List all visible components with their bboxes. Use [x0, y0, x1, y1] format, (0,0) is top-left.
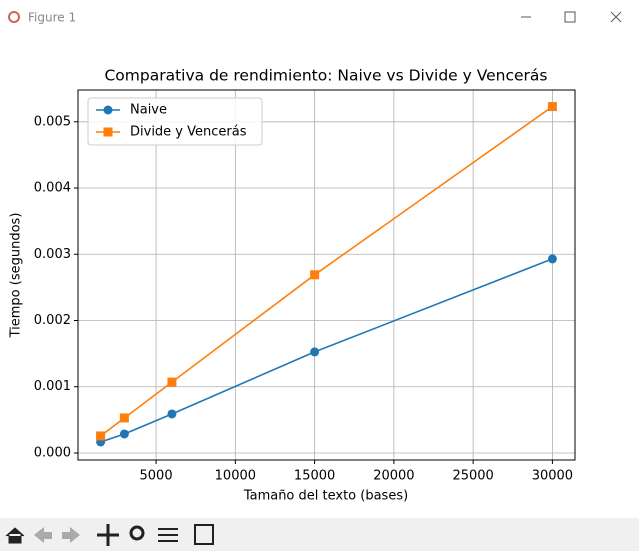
x-tick-label: 15000 [294, 469, 335, 484]
point [119, 413, 129, 423]
point [96, 431, 106, 441]
maximize-button[interactable] [564, 11, 576, 23]
point [310, 347, 320, 357]
x-tick-label: 30000 [532, 469, 573, 484]
chart: Comparativa de rendimiento: Naive vs Div… [9, 67, 576, 504]
point [167, 377, 177, 387]
configure-button[interactable] [158, 528, 178, 542]
forward-button[interactable] [62, 527, 80, 543]
legend-box [87, 97, 263, 146]
point [547, 102, 557, 112]
y-tick-label: 0.001 [34, 379, 71, 394]
point [547, 254, 557, 264]
y-tick-label: 0.002 [34, 313, 71, 328]
y-tick-label: 0.000 [34, 445, 71, 460]
y-tick-label: 0.003 [34, 247, 71, 262]
y-axis-label: Tiempo (segundos) [9, 213, 24, 339]
legend-label: Naive [130, 103, 167, 118]
x-tick-label: 5000 [140, 469, 173, 484]
legend-label: Divide y Vencerás [130, 125, 247, 140]
point [310, 270, 320, 280]
window-title: Figure 1 [28, 11, 76, 25]
save-button[interactable] [194, 524, 214, 545]
y-tick-label: 0.005 [34, 114, 71, 129]
legend-marker [103, 105, 113, 115]
pan-button[interactable] [97, 524, 119, 546]
legend-marker [103, 127, 113, 137]
y-tick-label: 0.004 [34, 181, 71, 196]
x-tick-label: 10000 [215, 469, 256, 484]
point [167, 409, 177, 419]
close-button[interactable] [610, 11, 622, 23]
x-axis-label: Tamaño del texto (bases) [243, 489, 408, 504]
chart-title: Comparativa de rendimiento: Naive vs Div… [104, 67, 547, 85]
point [119, 429, 129, 439]
x-tick-label: 25000 [452, 469, 493, 484]
zoom-button[interactable] [129, 525, 145, 541]
back-button[interactable] [34, 527, 52, 543]
home-button[interactable] [5, 527, 25, 544]
x-tick-label: 20000 [373, 469, 414, 484]
toolbar [0, 518, 639, 551]
app-icon [8, 11, 20, 23]
plot-frame [77, 89, 576, 461]
